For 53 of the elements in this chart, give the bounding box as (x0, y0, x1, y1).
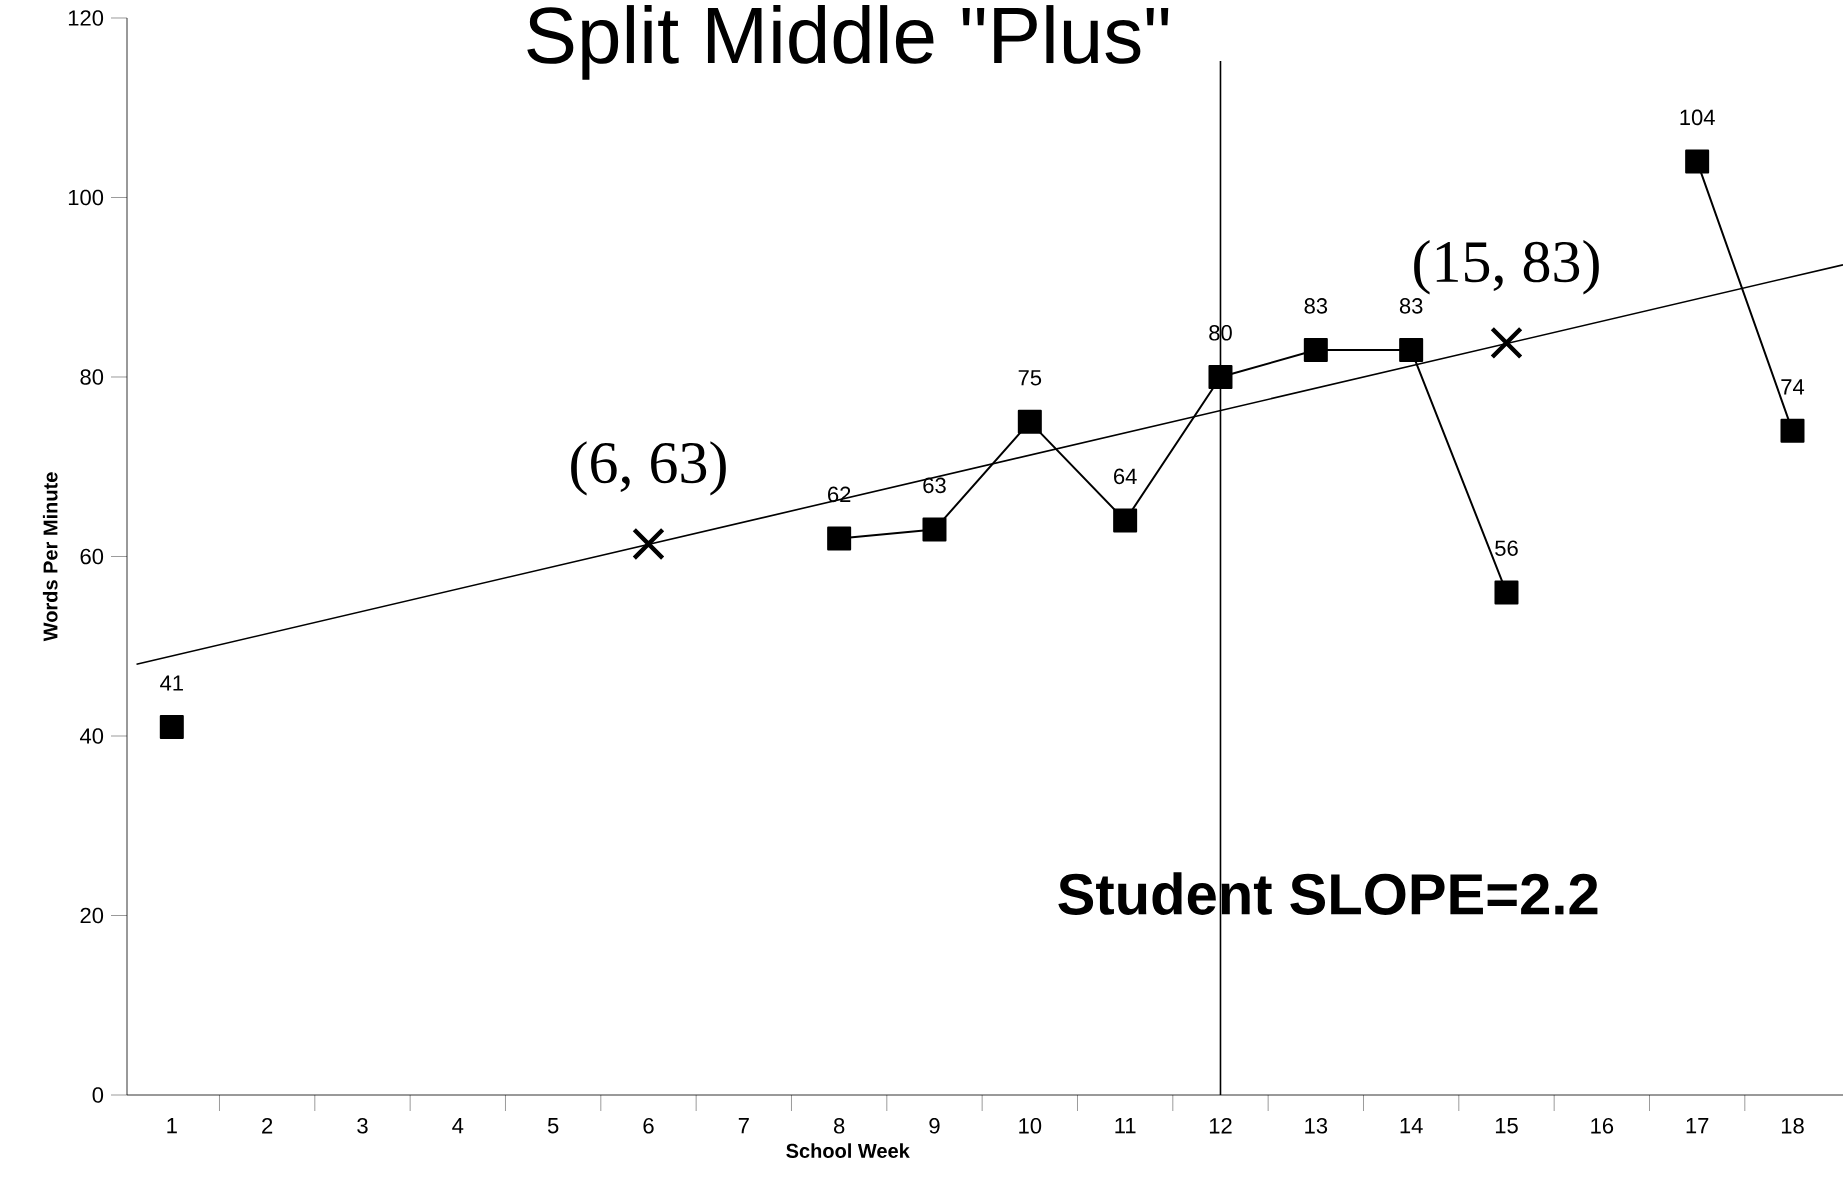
point (1303, 338, 1328, 363)
point (922, 517, 947, 542)
x-tick-label: 11 (1115, 1118, 1136, 1134)
point (1494, 580, 1519, 605)
point (1780, 418, 1805, 443)
data-label: 63 (923, 477, 946, 494)
x-tick-label: 18 (1781, 1118, 1804, 1134)
data-label: 83 (1399, 298, 1423, 314)
x-tick-label: 13 (1305, 1118, 1328, 1134)
annotation: (6, 63) (571, 441, 726, 496)
y-tick-label: 120 (68, 10, 104, 26)
y-tick-label: 0 (92, 1087, 104, 1103)
y-tick-label: 20 (80, 907, 104, 924)
x-axis-title: School Week (786, 1143, 910, 1158)
y-tick-label: 40 (79, 728, 104, 744)
x-tick-label: 10 (1019, 1118, 1042, 1134)
point (1490, 326, 1523, 360)
y-tick-label: 100 (68, 189, 104, 206)
y-tick-label: 80 (80, 369, 104, 385)
data-label: 41 (160, 675, 183, 691)
y-axis-title: Words Per Minute (42, 472, 58, 642)
data-label: 74 (1781, 379, 1805, 395)
data-label: 83 (1304, 298, 1328, 314)
x-tick-label: 14 (1400, 1118, 1423, 1134)
x-tick-label: 5 (547, 1118, 559, 1134)
x-tick-label: 3 (357, 1118, 368, 1134)
x-tick-label: 9 (929, 1118, 940, 1134)
x-tick-label: 8 (834, 1118, 845, 1134)
data-label: 64 (1114, 468, 1137, 485)
x-tick-label: 16 (1591, 1118, 1614, 1134)
x-tick-label: 6 (643, 1118, 654, 1134)
point (159, 715, 184, 740)
y-tick-label: 60 (80, 548, 104, 565)
data-label: 56 (1495, 540, 1518, 556)
x-tick-label: 2 (262, 1118, 273, 1134)
x-tick-label: 15 (1495, 1118, 1518, 1134)
x-tick-label: 17 (1686, 1118, 1709, 1134)
data-label: 104 (1680, 109, 1715, 126)
point (827, 526, 852, 551)
annotation: (15, 83) (1414, 240, 1599, 295)
point (632, 527, 665, 561)
x-tick-label: 1 (167, 1118, 177, 1134)
point (1685, 149, 1710, 174)
point (1017, 409, 1042, 434)
data-label: 75 (1018, 370, 1042, 386)
point (1113, 508, 1138, 533)
x-tick-label: 7 (738, 1118, 749, 1134)
x-tick-label: 12 (1209, 1118, 1232, 1134)
point (1208, 364, 1233, 389)
data-label: 62 (828, 486, 851, 503)
chart-title: Split Middle "Plus" (527, 5, 1169, 80)
x-tick-label: 4 (452, 1118, 464, 1134)
point (1399, 338, 1424, 363)
